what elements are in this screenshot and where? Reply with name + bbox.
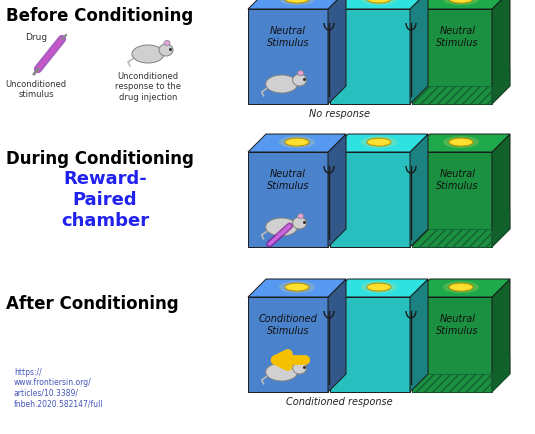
Text: Unconditioned
response to the
drug injection: Unconditioned response to the drug injec… — [115, 72, 181, 102]
Text: No response: No response — [309, 109, 370, 119]
Polygon shape — [328, 135, 346, 247]
Polygon shape — [330, 279, 428, 297]
Ellipse shape — [297, 358, 303, 364]
Ellipse shape — [297, 71, 303, 76]
Polygon shape — [248, 153, 328, 247]
Polygon shape — [412, 10, 492, 105]
Polygon shape — [410, 135, 428, 247]
Polygon shape — [248, 10, 328, 105]
Ellipse shape — [297, 214, 303, 219]
Ellipse shape — [285, 283, 309, 291]
Text: Unconditioned
stimulus: Unconditioned stimulus — [5, 80, 66, 99]
Polygon shape — [328, 0, 346, 105]
Text: Neutral
Stimulus: Neutral Stimulus — [436, 26, 479, 47]
Text: Neutral
Stimulus: Neutral Stimulus — [267, 169, 309, 190]
Polygon shape — [330, 153, 410, 247]
Ellipse shape — [443, 282, 479, 293]
Text: Neutral
Stimulus: Neutral Stimulus — [436, 313, 479, 335]
Text: Conditioned response: Conditioned response — [286, 396, 393, 406]
Text: Drug: Drug — [25, 33, 47, 42]
Polygon shape — [330, 135, 428, 153]
Ellipse shape — [361, 137, 397, 149]
Ellipse shape — [285, 0, 309, 4]
Ellipse shape — [449, 0, 473, 4]
Ellipse shape — [443, 137, 479, 149]
Text: Neutral
Stimulus: Neutral Stimulus — [436, 169, 479, 190]
Polygon shape — [412, 279, 510, 297]
Ellipse shape — [443, 0, 479, 6]
Ellipse shape — [279, 0, 315, 6]
Ellipse shape — [449, 283, 473, 291]
Polygon shape — [410, 0, 428, 105]
Polygon shape — [248, 135, 346, 153]
Text: Conditioned
Stimulus: Conditioned Stimulus — [258, 313, 317, 335]
Ellipse shape — [361, 282, 397, 293]
Polygon shape — [492, 135, 510, 247]
Polygon shape — [412, 153, 492, 247]
Ellipse shape — [293, 362, 307, 374]
Ellipse shape — [279, 137, 315, 149]
Ellipse shape — [293, 75, 307, 87]
Polygon shape — [412, 0, 510, 10]
Ellipse shape — [265, 363, 297, 381]
Polygon shape — [492, 0, 510, 105]
Ellipse shape — [367, 0, 391, 4]
Polygon shape — [410, 279, 428, 392]
Ellipse shape — [265, 218, 297, 237]
Polygon shape — [412, 297, 492, 392]
Ellipse shape — [159, 45, 173, 57]
Polygon shape — [248, 297, 328, 392]
Ellipse shape — [367, 283, 391, 291]
Ellipse shape — [265, 76, 297, 94]
Ellipse shape — [449, 139, 473, 147]
Polygon shape — [330, 297, 410, 392]
Text: Before Conditioning: Before Conditioning — [6, 7, 193, 25]
Ellipse shape — [285, 139, 309, 147]
Ellipse shape — [279, 282, 315, 293]
Text: During Conditioning: During Conditioning — [6, 150, 194, 168]
Ellipse shape — [164, 41, 170, 46]
Ellipse shape — [132, 46, 164, 64]
Polygon shape — [492, 279, 510, 392]
Text: https://
www.frontiersin.org/
articles/10.3389/
fnbeh.2020.582147/full: https:// www.frontiersin.org/ articles/1… — [14, 367, 104, 407]
Polygon shape — [328, 279, 346, 392]
Ellipse shape — [293, 217, 307, 230]
Ellipse shape — [367, 139, 391, 147]
Ellipse shape — [361, 0, 397, 6]
Text: After Conditioning: After Conditioning — [6, 294, 179, 312]
Polygon shape — [248, 0, 346, 10]
Polygon shape — [412, 135, 510, 153]
Polygon shape — [248, 279, 346, 297]
Polygon shape — [330, 10, 410, 105]
Text: Neutral
Stimulus: Neutral Stimulus — [267, 26, 309, 47]
Text: Reward-
Paired
chamber: Reward- Paired chamber — [61, 170, 149, 229]
Polygon shape — [330, 0, 428, 10]
